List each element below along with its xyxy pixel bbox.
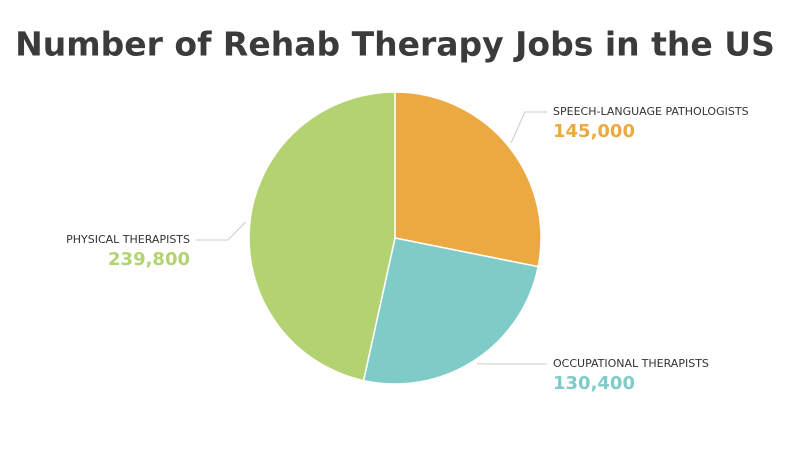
pie-slice (394, 91, 542, 268)
slice-value: 145,000 (553, 121, 635, 142)
leader-line (510, 111, 547, 144)
pie-slice (248, 91, 396, 382)
slice-value: 130,400 (553, 373, 635, 394)
pie-slice (362, 237, 540, 385)
slice-label: PHYSICAL THERAPISTS (66, 233, 190, 246)
leader-line (196, 221, 247, 241)
slice-label: SPEECH-LANGUAGE PATHOLOGISTS (553, 105, 749, 118)
slice-value: 239,800 (108, 249, 190, 270)
slice-label: OCCUPATIONAL THERAPISTS (553, 357, 709, 370)
chart-title: Number of Rehab Therapy Jobs in the US (15, 25, 775, 64)
